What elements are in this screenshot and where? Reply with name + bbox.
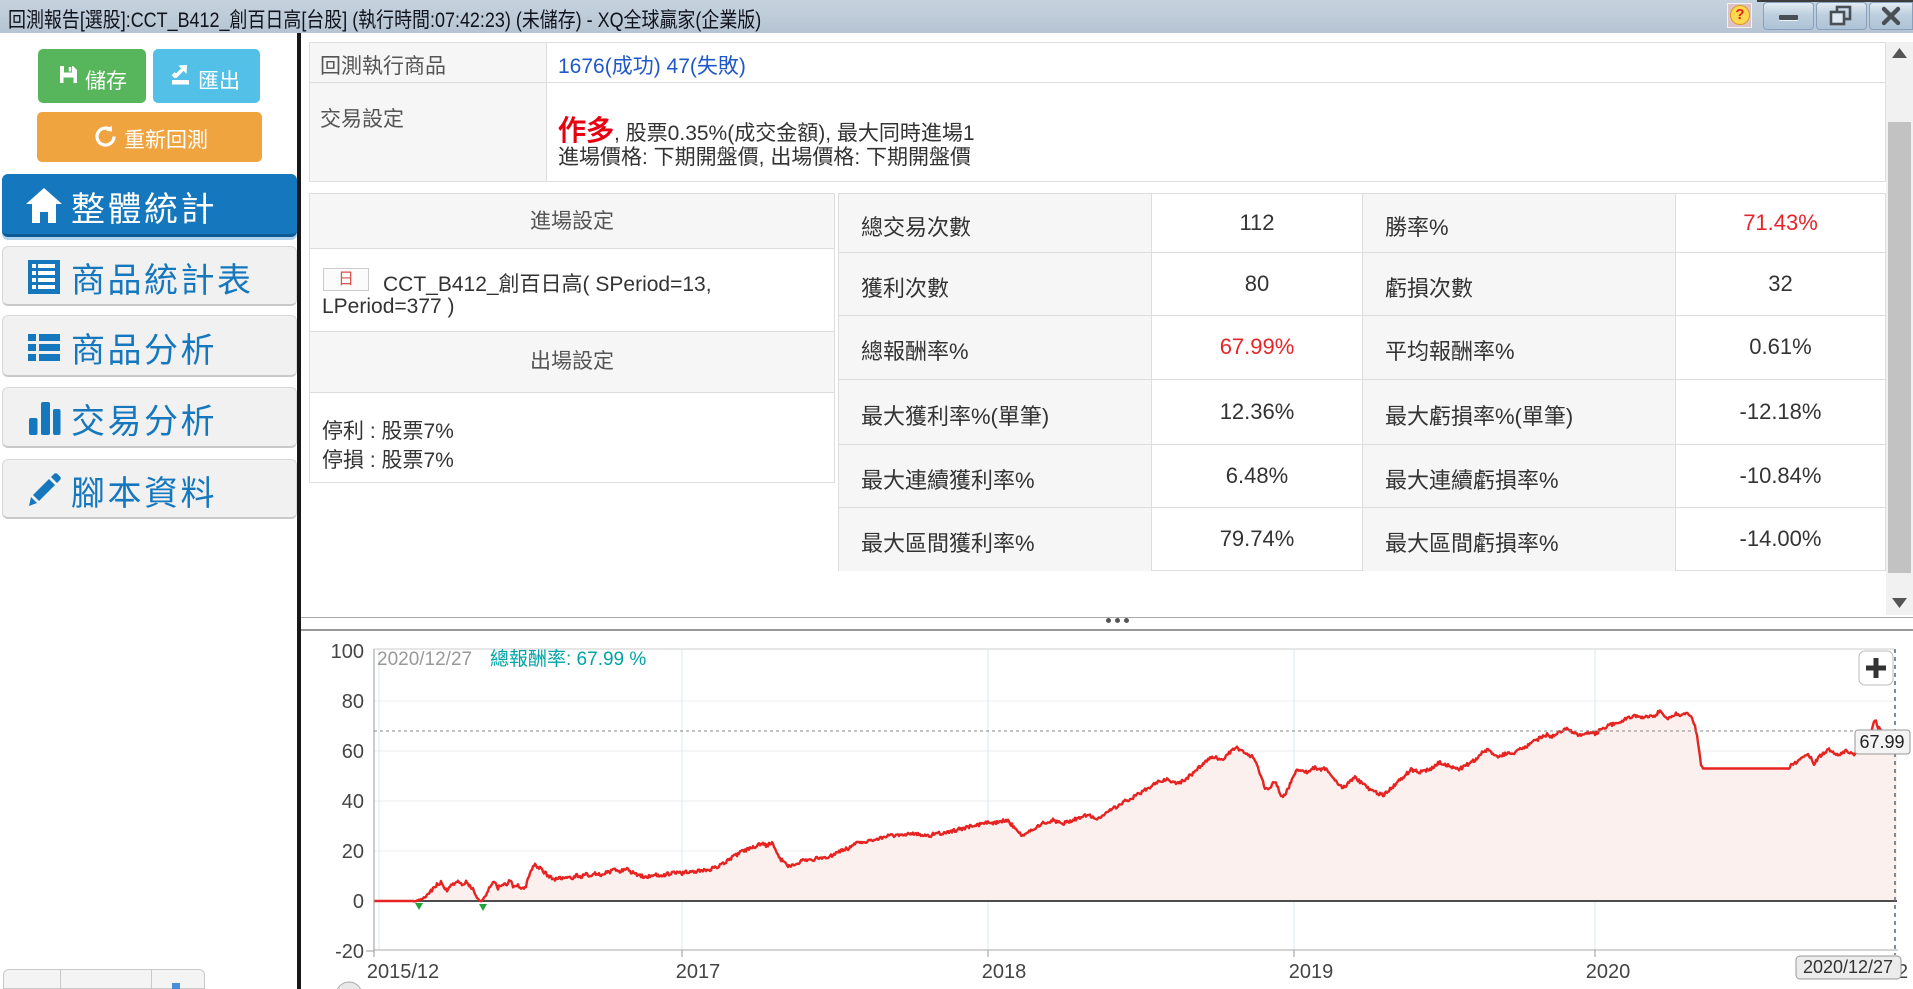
svg-text:-20: -20 xyxy=(335,941,364,963)
svg-text:2019: 2019 xyxy=(1289,961,1334,983)
svg-text:2020/12/27: 2020/12/27 xyxy=(1803,957,1893,977)
svg-text:20: 20 xyxy=(342,841,364,863)
svg-text:2017: 2017 xyxy=(676,961,721,983)
svg-text:67.99: 67.99 xyxy=(1859,732,1904,752)
svg-text:2018: 2018 xyxy=(982,961,1027,983)
svg-text:60: 60 xyxy=(342,741,364,763)
svg-text:2020/12/27: 2020/12/27 xyxy=(377,649,472,670)
svg-text:2020: 2020 xyxy=(1586,961,1631,983)
svg-text:40: 40 xyxy=(342,791,364,813)
svg-text:80: 80 xyxy=(342,691,364,713)
svg-text:100: 100 xyxy=(331,641,364,663)
svg-text:0: 0 xyxy=(353,891,364,913)
svg-text:總報酬率: 67.99 %: 總報酬率: 67.99 % xyxy=(490,648,646,670)
svg-text:2015/12: 2015/12 xyxy=(367,961,439,983)
